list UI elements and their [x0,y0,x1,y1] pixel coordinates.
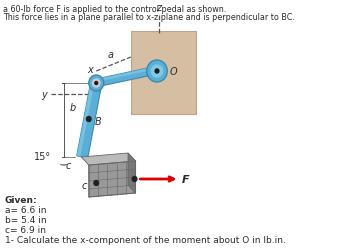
Text: a 60-lb force F is applied to the control pedal as shown.: a 60-lb force F is applied to the contro… [3,5,226,14]
Circle shape [152,66,163,78]
Polygon shape [89,161,135,197]
Circle shape [155,70,159,74]
Circle shape [132,177,137,182]
Text: c= 6.9 in: c= 6.9 in [5,225,46,234]
Text: This force lies in a plane parallel to x-z plane and is perpendicular to BC.: This force lies in a plane parallel to x… [3,13,295,22]
Text: z: z [156,3,161,13]
Text: x: x [87,65,92,75]
Text: F: F [182,174,190,184]
Text: b= 5.4 in: b= 5.4 in [5,215,46,224]
Text: y: y [41,90,47,100]
Text: 15°: 15° [34,152,51,161]
Text: 1- Calculate the x-component of the moment about O in lb.in.: 1- Calculate the x-component of the mome… [5,235,286,244]
Polygon shape [77,82,102,158]
Circle shape [86,117,91,122]
Circle shape [94,181,99,186]
Polygon shape [131,32,196,114]
Text: a: a [107,50,113,60]
Polygon shape [128,154,135,193]
Text: c: c [66,160,71,170]
Text: c: c [82,180,87,190]
Circle shape [89,76,104,92]
Text: b: b [69,102,76,113]
Text: B: B [94,116,101,126]
Text: Given:: Given: [5,195,37,204]
Polygon shape [81,154,135,165]
Polygon shape [77,82,95,157]
Circle shape [147,61,167,83]
Polygon shape [96,68,152,88]
Text: a= 6.6 in: a= 6.6 in [5,205,46,214]
Circle shape [95,82,98,85]
Polygon shape [96,68,152,83]
Circle shape [92,80,100,88]
Text: O: O [170,67,178,77]
